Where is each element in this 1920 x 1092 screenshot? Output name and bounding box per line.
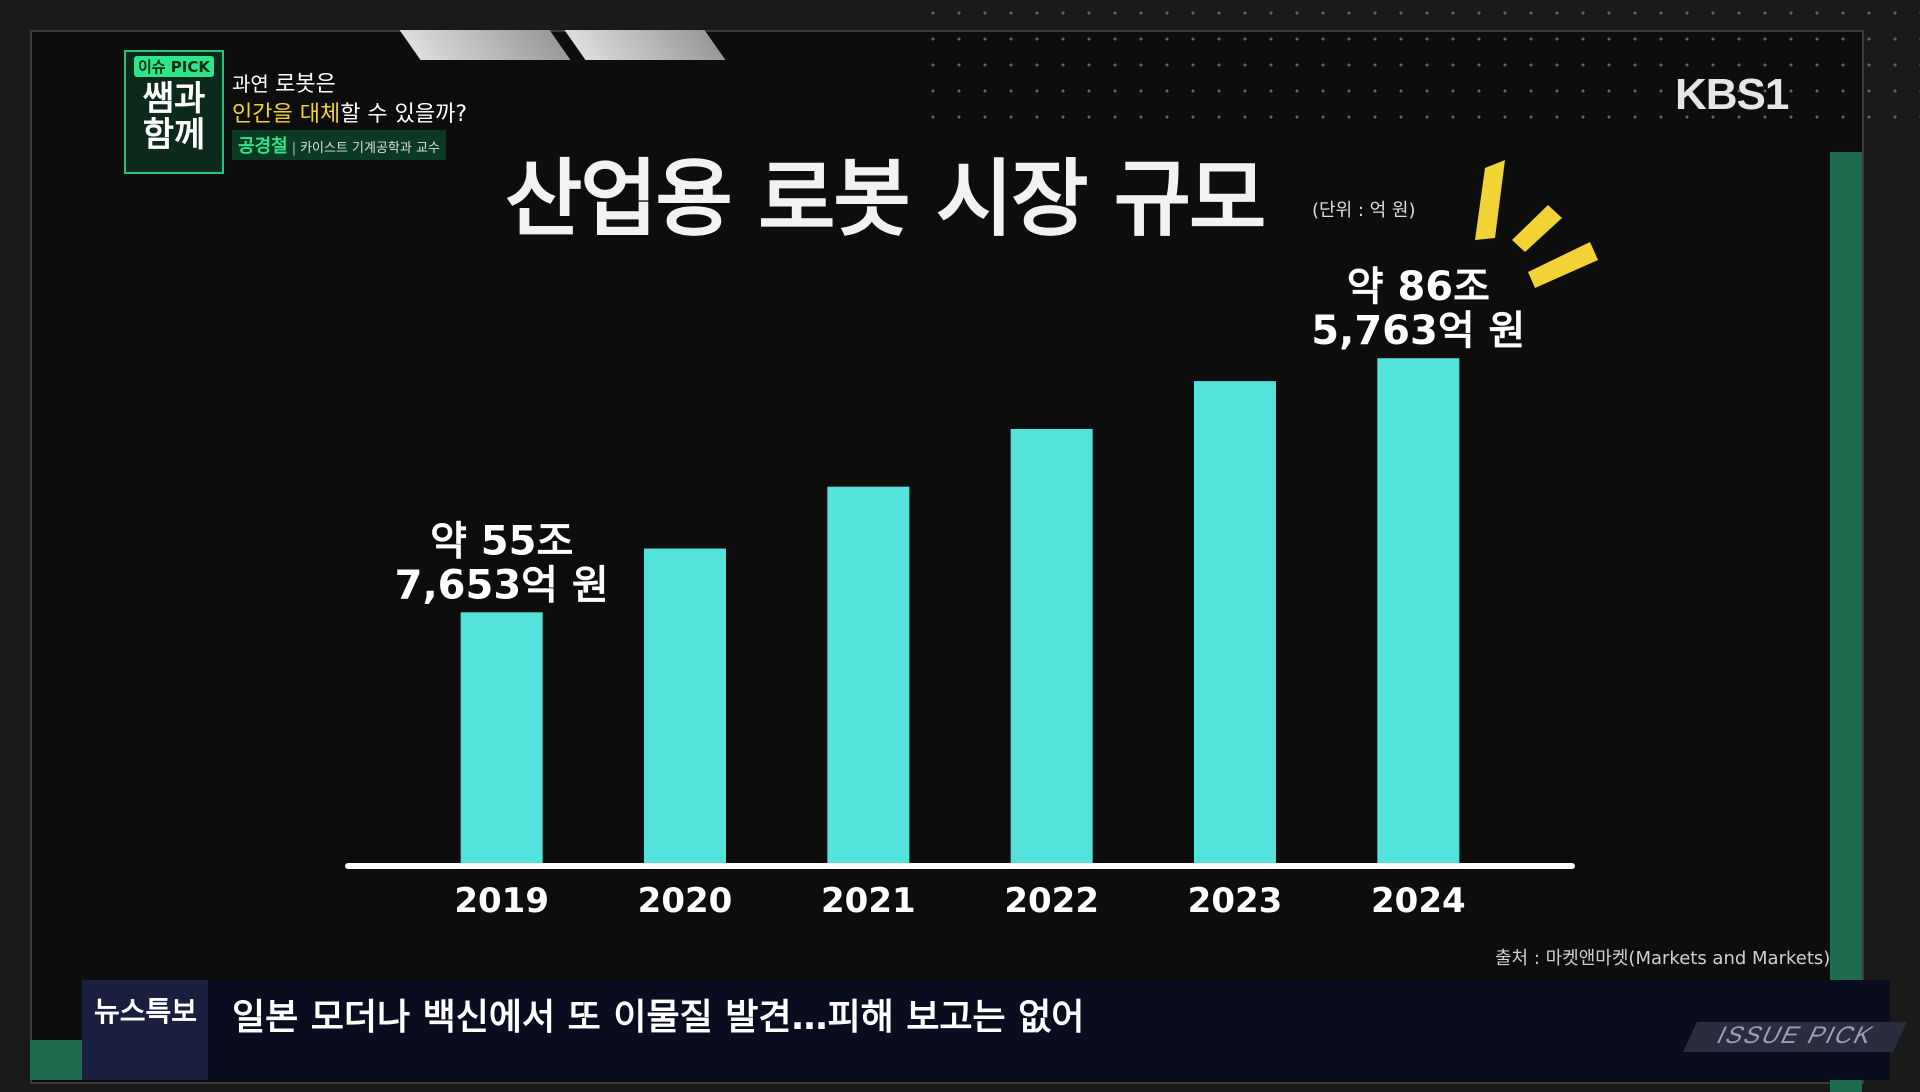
- data-label: 약 86조: [1347, 264, 1490, 310]
- bar-2021: [827, 486, 910, 866]
- issue-pick-tag: ISSUE PICK: [1683, 1022, 1907, 1052]
- episode-subtitle: 과연 로봇은: [232, 66, 336, 98]
- x-tick-label: 2020: [638, 881, 733, 921]
- dot-grid-decoration: [920, 0, 1920, 130]
- source-note: 출처 : 마켓앤마켓(Markets and Markets): [1495, 948, 1831, 969]
- badge-main-label: 쌤과 함께: [142, 79, 206, 155]
- chart-title: 산업용 로봇 시장 규모: [505, 150, 1266, 248]
- ticker-label: 뉴스특보: [82, 980, 208, 1080]
- bar-2023: [1194, 381, 1276, 866]
- news-ticker: 뉴스특보 일본 모더나 백신에서 또 이물질 발견…피해 보고는 없어: [82, 980, 1890, 1080]
- guest-caption: 공경철 | 카이스트 기계공학과 교수: [232, 130, 446, 160]
- data-label: 5,763억 원: [1311, 308, 1525, 354]
- bar-2019: [460, 612, 543, 866]
- guest-name: 공경철: [238, 136, 288, 157]
- x-tick-label: 2022: [1004, 881, 1099, 921]
- x-tick-label: 2019: [454, 881, 549, 921]
- episode-subtitle-word: 로봇은: [275, 72, 336, 97]
- data-label: 7,653억 원: [395, 562, 609, 608]
- x-tick-label: 2023: [1188, 881, 1283, 921]
- bar-2022: [1010, 428, 1093, 866]
- guest-separator: |: [291, 141, 297, 156]
- x-tick-label: 2021: [821, 881, 916, 921]
- data-label: 약 55조: [430, 518, 573, 564]
- screen-frame: [30, 30, 1864, 1092]
- episode-question-rest: 할 수 있을까?: [340, 102, 468, 127]
- channel-logo: KBS1: [1675, 70, 1789, 119]
- green-corner-decoration: [30, 1040, 90, 1080]
- green-edge-decoration: [1830, 152, 1862, 1092]
- episode-question: 인간을 대체할 수 있을까?: [232, 96, 467, 128]
- x-tick-label: 2024: [1371, 881, 1466, 921]
- unit-note: (단위 : 억 원): [1312, 200, 1416, 221]
- bar-2024: [1377, 358, 1460, 866]
- spark-burst-icon: [1475, 160, 1598, 288]
- ticker-headline: 일본 모더나 백신에서 또 이물질 발견…피해 보고는 없어: [232, 997, 1085, 1038]
- show-badge: 이슈 PICK 쌤과 함께: [124, 50, 224, 174]
- episode-subtitle-prefix: 과연: [232, 72, 276, 96]
- badge-pick-label: 이슈 PICK: [134, 56, 214, 77]
- guest-role: 카이스트 기계공학과 교수: [300, 141, 440, 156]
- bar-2020: [644, 548, 726, 866]
- episode-question-highlight: 인간을 대체: [232, 102, 341, 127]
